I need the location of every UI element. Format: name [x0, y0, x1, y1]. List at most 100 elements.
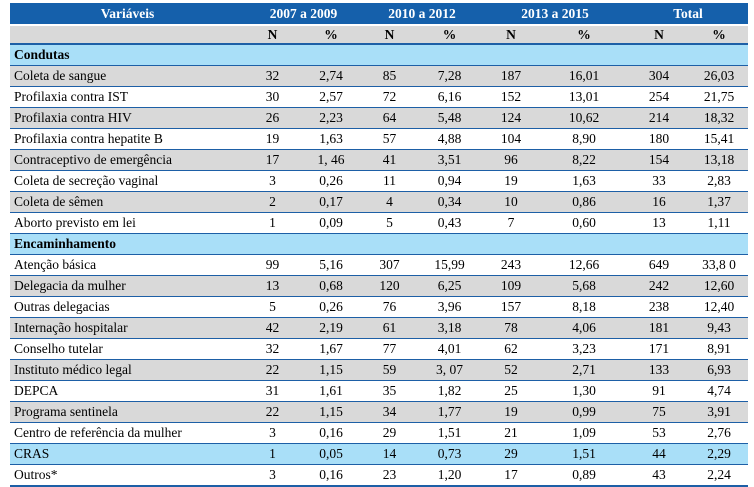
cell-value: 5,16: [300, 254, 362, 276]
cell-value: 4: [362, 191, 417, 213]
header-total: Total: [628, 3, 749, 26]
cell-value: 10: [482, 191, 540, 213]
cell-value: 76: [362, 296, 417, 318]
table-row: Aborto previsto em lei 1 0,09 5 0,43 7 0…: [10, 212, 749, 234]
cell-value: 3,18: [417, 317, 482, 339]
table-row: Profilaxia contra HIV 26 2,23 64 5,48 12…: [10, 107, 749, 129]
cell-value: 6,93: [690, 359, 749, 381]
cell-value: 0,26: [300, 296, 362, 318]
cell-value: 0,16: [300, 464, 362, 487]
cell-value: 2,76: [690, 422, 749, 444]
table-row: Coleta de sangue 32 2,74 85 7,28 187 16,…: [10, 65, 749, 87]
row-label: Coleta de sangue: [10, 65, 245, 87]
table-row: Delegacia da mulher 13 0,68 120 6,25 109…: [10, 275, 749, 297]
cell-value: 120: [362, 275, 417, 297]
table-row: Contraceptivo de emergência 17 1, 46 41 …: [10, 149, 749, 171]
cell-value: 157: [482, 296, 540, 318]
cell-value: 13: [628, 212, 690, 234]
subheader-n-4: N: [628, 25, 690, 45]
cell-value: 77: [362, 338, 417, 360]
cell-value: 214: [628, 107, 690, 129]
table-row: Profilaxia contra hepatite B 19 1,63 57 …: [10, 128, 749, 150]
cell-value: 0,17: [300, 191, 362, 213]
cell-value: 3,96: [417, 296, 482, 318]
cell-value: 109: [482, 275, 540, 297]
cell-value: 0,73: [417, 443, 482, 465]
row-label: Instituto médico legal: [10, 359, 245, 381]
cell-value: 22: [245, 359, 300, 381]
cell-value: 3,91: [690, 401, 749, 423]
subheader-pct-4: %: [690, 25, 749, 45]
cell-value: 26,03: [690, 65, 749, 87]
cell-value: 181: [628, 317, 690, 339]
cell-value: 1,82: [417, 380, 482, 402]
cell-value: 18,32: [690, 107, 749, 129]
cell-value: 1: [245, 212, 300, 234]
cell-value: 19: [482, 401, 540, 423]
cell-value: 21,75: [690, 86, 749, 108]
cell-value: 4,01: [417, 338, 482, 360]
row-label: Conselho tutelar: [10, 338, 245, 360]
row-label: Internação hospitalar: [10, 317, 245, 339]
cell-value: 64: [362, 107, 417, 129]
cell-value: 19: [482, 170, 540, 192]
variables-table: Variáveis 2007 a 2009 2010 a 2012 2013 a…: [10, 3, 749, 487]
cell-value: 4,88: [417, 128, 482, 150]
cell-value: 91: [628, 380, 690, 402]
cell-value: 16: [628, 191, 690, 213]
row-label: Programa sentinela: [10, 401, 245, 423]
cell-value: 31: [245, 380, 300, 402]
cell-value: 29: [482, 443, 540, 465]
row-label: Profilaxia contra hepatite B: [10, 128, 245, 150]
table-row: Conselho tutelar 32 1,67 77 4,01 62 3,23…: [10, 338, 749, 360]
cell-value: 171: [628, 338, 690, 360]
cell-value: 1,67: [300, 338, 362, 360]
cell-value: 1, 46: [300, 149, 362, 171]
cell-value: 0,16: [300, 422, 362, 444]
cell-value: 62: [482, 338, 540, 360]
cell-value: 3,23: [540, 338, 628, 360]
cell-value: 29: [362, 422, 417, 444]
cell-value: 2,71: [540, 359, 628, 381]
table-row: Outros* 3 0,16 23 1,20 17 0,89 43 2,24: [10, 464, 749, 487]
section-title: Encaminhamento: [10, 233, 749, 255]
subheader-n-3: N: [482, 25, 540, 45]
cell-value: 9,43: [690, 317, 749, 339]
subheader-pct-3: %: [540, 25, 628, 45]
cell-value: 1,51: [417, 422, 482, 444]
header-period-2013-2015: 2013 a 2015: [482, 3, 628, 26]
cell-value: 30: [245, 86, 300, 108]
cell-value: 187: [482, 65, 540, 87]
cell-value: 0,94: [417, 170, 482, 192]
cell-value: 0,86: [540, 191, 628, 213]
table-row: Coleta de secreção vaginal 3 0,26 11 0,9…: [10, 170, 749, 192]
subheader-row: N % N % N % N %: [10, 25, 749, 45]
cell-value: 5,48: [417, 107, 482, 129]
cell-value: 180: [628, 128, 690, 150]
row-label: Delegacia da mulher: [10, 275, 245, 297]
table-row: Profilaxia contra IST 30 2,57 72 6,16 15…: [10, 86, 749, 108]
cell-value: 1,20: [417, 464, 482, 487]
cell-value: 2,83: [690, 170, 749, 192]
cell-value: 23: [362, 464, 417, 487]
cell-value: 8,90: [540, 128, 628, 150]
cell-value: 96: [482, 149, 540, 171]
cell-value: 152: [482, 86, 540, 108]
table-header: Variáveis 2007 a 2009 2010 a 2012 2013 a…: [10, 3, 749, 45]
cell-value: 3: [245, 170, 300, 192]
cell-value: 15,41: [690, 128, 749, 150]
cell-value: 4,74: [690, 380, 749, 402]
row-label: CRAS: [10, 443, 245, 465]
table-row: Programa sentinela 22 1,15 34 1,77 19 0,…: [10, 401, 749, 423]
cell-value: 1,37: [690, 191, 749, 213]
row-label: DEPCA: [10, 380, 245, 402]
cell-value: 3: [245, 464, 300, 487]
cell-value: 1,51: [540, 443, 628, 465]
row-label: Centro de referência da mulher: [10, 422, 245, 444]
cell-value: 8,22: [540, 149, 628, 171]
cell-value: 0,68: [300, 275, 362, 297]
cell-value: 6,16: [417, 86, 482, 108]
cell-value: 75: [628, 401, 690, 423]
cell-value: 104: [482, 128, 540, 150]
cell-value: 12,60: [690, 275, 749, 297]
